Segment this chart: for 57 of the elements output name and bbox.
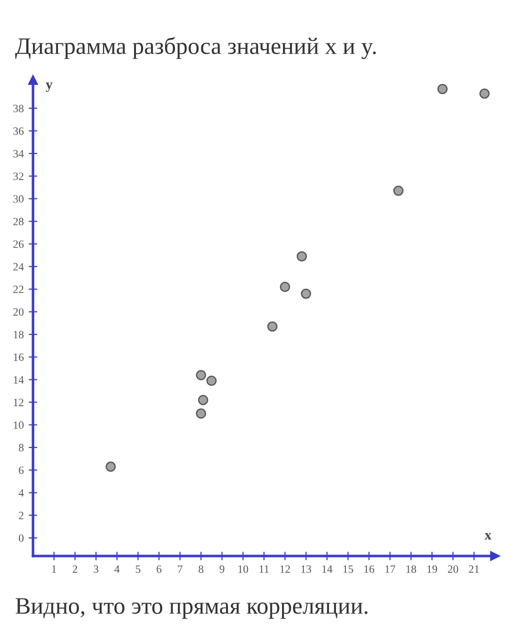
y-tick-label: 32 xyxy=(13,172,24,180)
y-tick-label: 2 xyxy=(18,512,24,520)
y-tick-label: 8 xyxy=(18,444,24,452)
x-tick-label: 1 xyxy=(52,565,56,573)
x-tick-label: 5 xyxy=(136,565,140,573)
y-tick-label: 14 xyxy=(14,376,24,384)
y-tick-label: 30 xyxy=(13,195,24,203)
y-tick-label: 22 xyxy=(13,286,24,294)
y-axis-title: y xyxy=(46,82,53,92)
point xyxy=(437,84,448,94)
x-tick-label: 14 xyxy=(322,565,332,573)
x-tick-label: 3 xyxy=(94,565,98,573)
text: Видно, что это прямая корреляции. xyxy=(16,598,368,619)
point xyxy=(300,288,312,299)
point xyxy=(267,321,278,332)
point xyxy=(106,462,116,472)
y-tick-label: 34 xyxy=(13,150,24,158)
x-tick-label: 8 xyxy=(198,565,204,573)
x-tick-label: 18 xyxy=(406,565,416,573)
y-tick-label: 38 xyxy=(13,104,24,112)
y-tick-label: 12 xyxy=(14,398,24,406)
x-tick-label: 12 xyxy=(280,565,290,573)
y-tick-label: 26 xyxy=(13,240,24,248)
y-tick-label: 6 xyxy=(18,466,24,474)
y-tick-label: 18 xyxy=(14,330,24,338)
y-tick-label: 24 xyxy=(13,263,24,270)
y-tick-label: 16 xyxy=(14,354,24,361)
x-tick-label: 17 xyxy=(385,565,396,573)
point xyxy=(280,282,290,292)
x-tick-label: 9 xyxy=(220,565,224,573)
x-tick-label: 4 xyxy=(114,565,120,573)
x-tick-label: 21 xyxy=(468,565,479,573)
x-tick-label: 10 xyxy=(238,565,248,573)
x-axis-title: x xyxy=(484,533,492,540)
y-tick-label: 4 xyxy=(18,489,24,497)
x-tick-label: 11 xyxy=(260,565,269,573)
x-tick-label: 20 xyxy=(448,565,458,573)
point xyxy=(479,88,490,99)
y-tick-label: 36 xyxy=(13,127,24,135)
point xyxy=(198,394,208,406)
y-tick-label: 20 xyxy=(13,308,24,316)
point xyxy=(393,186,404,196)
point xyxy=(206,376,217,386)
x-tick-label: 16 xyxy=(364,565,374,573)
point xyxy=(196,408,206,419)
y-tick-label: 10 xyxy=(14,421,24,429)
point xyxy=(296,251,307,262)
y-tick-label: 0 xyxy=(18,534,24,542)
x-tick-label: 6 xyxy=(156,565,162,573)
point xyxy=(196,370,206,380)
x-tick-label: 19 xyxy=(427,565,438,573)
x-tick-label: 13 xyxy=(301,565,312,573)
chart-title: Диаграмма разброса значений x и y. xyxy=(15,37,376,59)
y-tick-label: 28 xyxy=(13,218,24,226)
x-tick-label: 15 xyxy=(343,565,354,573)
x-tick-label: 7 xyxy=(178,565,182,573)
x-tick-label: 2 xyxy=(72,565,78,573)
